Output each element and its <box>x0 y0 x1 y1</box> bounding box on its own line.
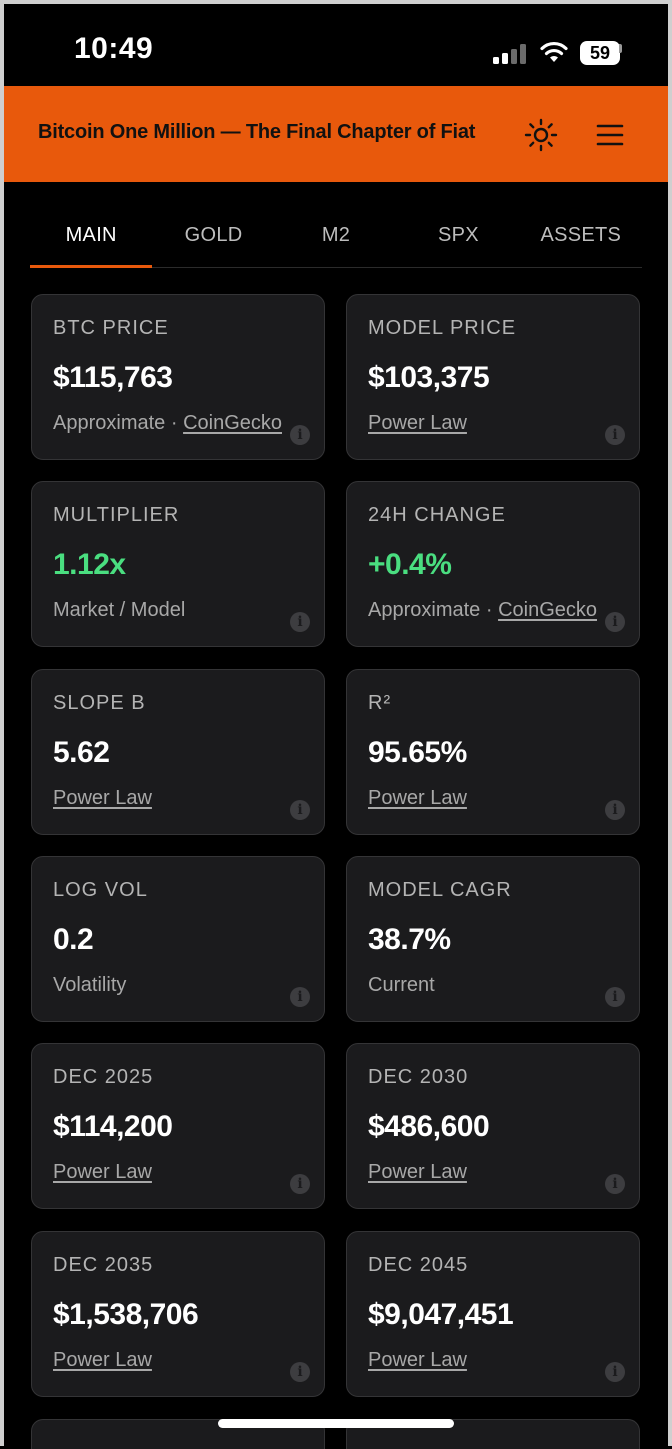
stat-label: BTC PRICE <box>53 317 169 339</box>
stat-card: 24H CHANGE +0.4% Approximate · CoinGecko i <box>346 481 640 647</box>
stat-value: $1,538,706 <box>53 1298 199 1331</box>
stat-card: DEC 2030 $486,600 Power Law i <box>346 1043 640 1209</box>
source-link[interactable]: Power Law <box>368 787 467 809</box>
stat-value: 95.65% <box>368 736 467 769</box>
source-link[interactable]: Power Law <box>368 412 467 434</box>
info-icon[interactable]: i <box>290 612 310 632</box>
stat-subtitle: Power Law <box>368 1349 467 1372</box>
stat-subtitle: Power Law <box>53 787 152 810</box>
stat-subtitle-text: Market / Model <box>53 599 186 621</box>
stat-subtitle: Market / Model <box>53 599 185 622</box>
stat-subtitle: Power Law <box>368 1161 467 1184</box>
stat-label: LOG VOL <box>53 879 148 901</box>
stat-subtitle: Power Law <box>368 787 467 810</box>
source-link[interactable]: Power Law <box>53 1161 152 1183</box>
source-link[interactable]: CoinGecko <box>183 412 282 434</box>
stat-value: 5.62 <box>53 736 110 769</box>
stat-label: R² <box>368 692 392 714</box>
stat-card: DEC 2025 $114,200 Power Law i <box>31 1043 325 1209</box>
stat-label: DEC 2035 <box>53 1254 154 1276</box>
stat-card: MODEL CAGR 38.7% Current i <box>346 856 640 1022</box>
status-time: 10:49 <box>74 32 154 65</box>
stat-label: MULTIPLIER <box>53 504 180 526</box>
battery-indicator: 59 <box>580 41 620 65</box>
stat-subtitle: Power Law <box>53 1161 152 1184</box>
info-icon[interactable]: i <box>290 1362 310 1382</box>
stat-value: $103,375 <box>368 361 490 394</box>
stat-value: 0.2 <box>53 923 94 956</box>
stat-card: MULTIPLIER 1.12x Market / Model i <box>31 481 325 647</box>
stat-value: 1.12x <box>53 548 126 581</box>
source-link[interactable]: Power Law <box>368 1349 467 1371</box>
source-link[interactable]: Power Law <box>53 787 152 809</box>
stat-value: $115,763 <box>53 361 173 394</box>
stat-subtitle-text: Current <box>368 974 435 996</box>
info-icon[interactable]: i <box>605 1174 625 1194</box>
tab-m2[interactable]: M2 <box>321 224 351 246</box>
stat-card: DEC 2045 $9,047,451 Power Law i <box>346 1231 640 1397</box>
wifi-icon <box>540 41 568 62</box>
stat-subtitle-text: Volatility <box>53 974 127 996</box>
tab-main[interactable]: MAIN <box>30 205 153 268</box>
battery-tip <box>619 44 622 53</box>
tab-assets[interactable]: ASSETS <box>540 224 622 246</box>
stat-label: DEC 2030 <box>368 1066 469 1088</box>
stat-value: $486,600 <box>368 1110 490 1143</box>
stat-card: LOG VOL 0.2 Volatility i <box>31 856 325 1022</box>
info-icon[interactable]: i <box>605 612 625 632</box>
stat-subtitle: Current <box>368 974 435 997</box>
info-icon[interactable]: i <box>290 987 310 1007</box>
stat-card: BTC PRICE $115,763 Approximate · CoinGecko… <box>31 294 325 460</box>
info-icon[interactable]: i <box>605 800 625 820</box>
stat-subtitle: Volatility <box>53 974 126 997</box>
stat-card: DEC 2035 $1,538,706 Power Law i <box>31 1231 325 1397</box>
tab-bar: MAIN GOLD M2 SPX ASSETS <box>30 205 642 268</box>
home-indicator <box>218 1419 454 1428</box>
source-link[interactable]: Power Law <box>53 1349 152 1371</box>
info-icon[interactable]: i <box>290 425 310 445</box>
stat-subtitle-text: Approximate · <box>368 599 499 621</box>
source-link[interactable]: Power Law <box>368 1161 467 1183</box>
app-title: Bitcoin One Million — The Final Chapter … <box>38 121 476 143</box>
source-link[interactable]: CoinGecko <box>498 599 597 621</box>
info-icon[interactable]: i <box>290 1174 310 1194</box>
info-icon[interactable]: i <box>290 800 310 820</box>
tab-gold[interactable]: GOLD <box>184 224 243 246</box>
cellular-signal-icon <box>493 44 527 64</box>
stat-value: +0.4% <box>368 548 452 581</box>
stat-subtitle: Power Law <box>368 412 467 435</box>
stat-card: MODEL PRICE $103,375 Power Law i <box>346 294 640 460</box>
stat-label: DEC 2045 <box>368 1254 469 1276</box>
stat-subtitle: Approximate · CoinGecko <box>368 599 597 622</box>
stat-label: MODEL CAGR <box>368 879 512 901</box>
menu-icon[interactable] <box>595 120 625 150</box>
tab-spx[interactable]: SPX <box>437 224 479 246</box>
app-header: Bitcoin One Million — The Final Chapter … <box>4 86 668 182</box>
stat-value: $114,200 <box>53 1110 173 1143</box>
stat-label: 24H CHANGE <box>368 504 506 526</box>
stat-card: SLOPE B 5.62 Power Law i <box>31 669 325 835</box>
info-icon[interactable]: i <box>605 987 625 1007</box>
stat-value: $9,047,451 <box>368 1298 514 1331</box>
stat-label: MODEL PRICE <box>368 317 517 339</box>
stat-card: R² 95.65% Power Law i <box>346 669 640 835</box>
stat-subtitle: Power Law <box>53 1349 152 1372</box>
info-icon[interactable]: i <box>605 425 625 445</box>
stat-subtitle: Approximate · CoinGecko <box>53 412 282 435</box>
stat-label: SLOPE B <box>53 692 146 714</box>
info-icon[interactable]: i <box>605 1362 625 1382</box>
status-bar: 10:49 59 <box>4 4 668 86</box>
stat-subtitle-text: Approximate · <box>53 412 184 434</box>
sun-icon[interactable] <box>523 117 559 153</box>
stat-label: DEC 2025 <box>53 1066 154 1088</box>
stat-value: 38.7% <box>368 923 451 956</box>
